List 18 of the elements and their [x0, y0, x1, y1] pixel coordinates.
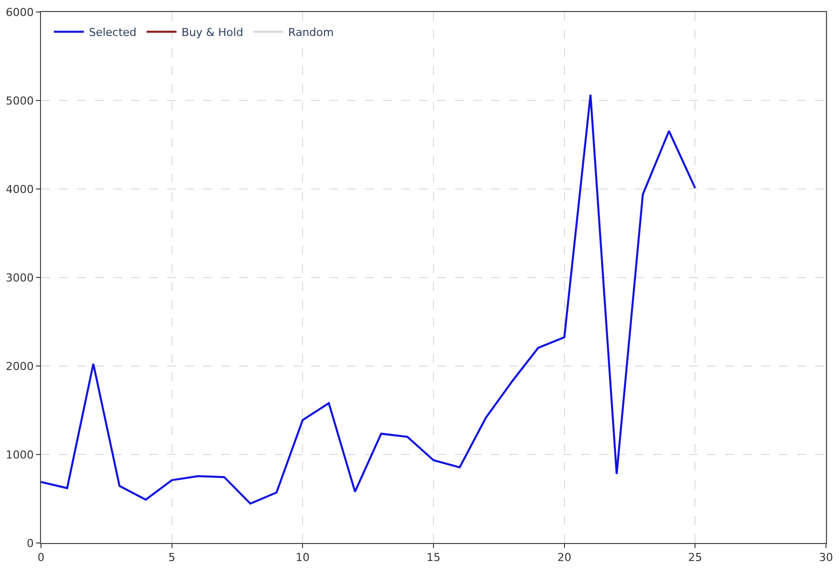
x-tick-label: 30 — [819, 551, 833, 564]
y-tick-label: 5000 — [6, 94, 34, 108]
y-tick-label: 0 — [26, 536, 34, 550]
y-tick-label: 4000 — [6, 182, 34, 196]
line-series — [41, 94, 696, 505]
x-tick-label: 5 — [168, 551, 176, 564]
legend-label: Selected — [88, 26, 137, 40]
x-tick-label: 15 — [426, 551, 440, 564]
legend-label: Random — [288, 26, 334, 40]
x-tick-label: 10 — [296, 551, 310, 564]
x-tick-label: 25 — [688, 551, 702, 564]
y-tick-label: 2000 — [6, 360, 34, 373]
x-tick-label: 0 — [38, 551, 44, 564]
x-tick-label: 20 — [557, 551, 572, 564]
legend-label: Buy & Hold — [182, 26, 244, 40]
y-tick-label: 1000 — [6, 448, 34, 462]
y-tick-label: 3000 — [6, 271, 34, 284]
y-tick-label: 6000 — [6, 6, 34, 19]
